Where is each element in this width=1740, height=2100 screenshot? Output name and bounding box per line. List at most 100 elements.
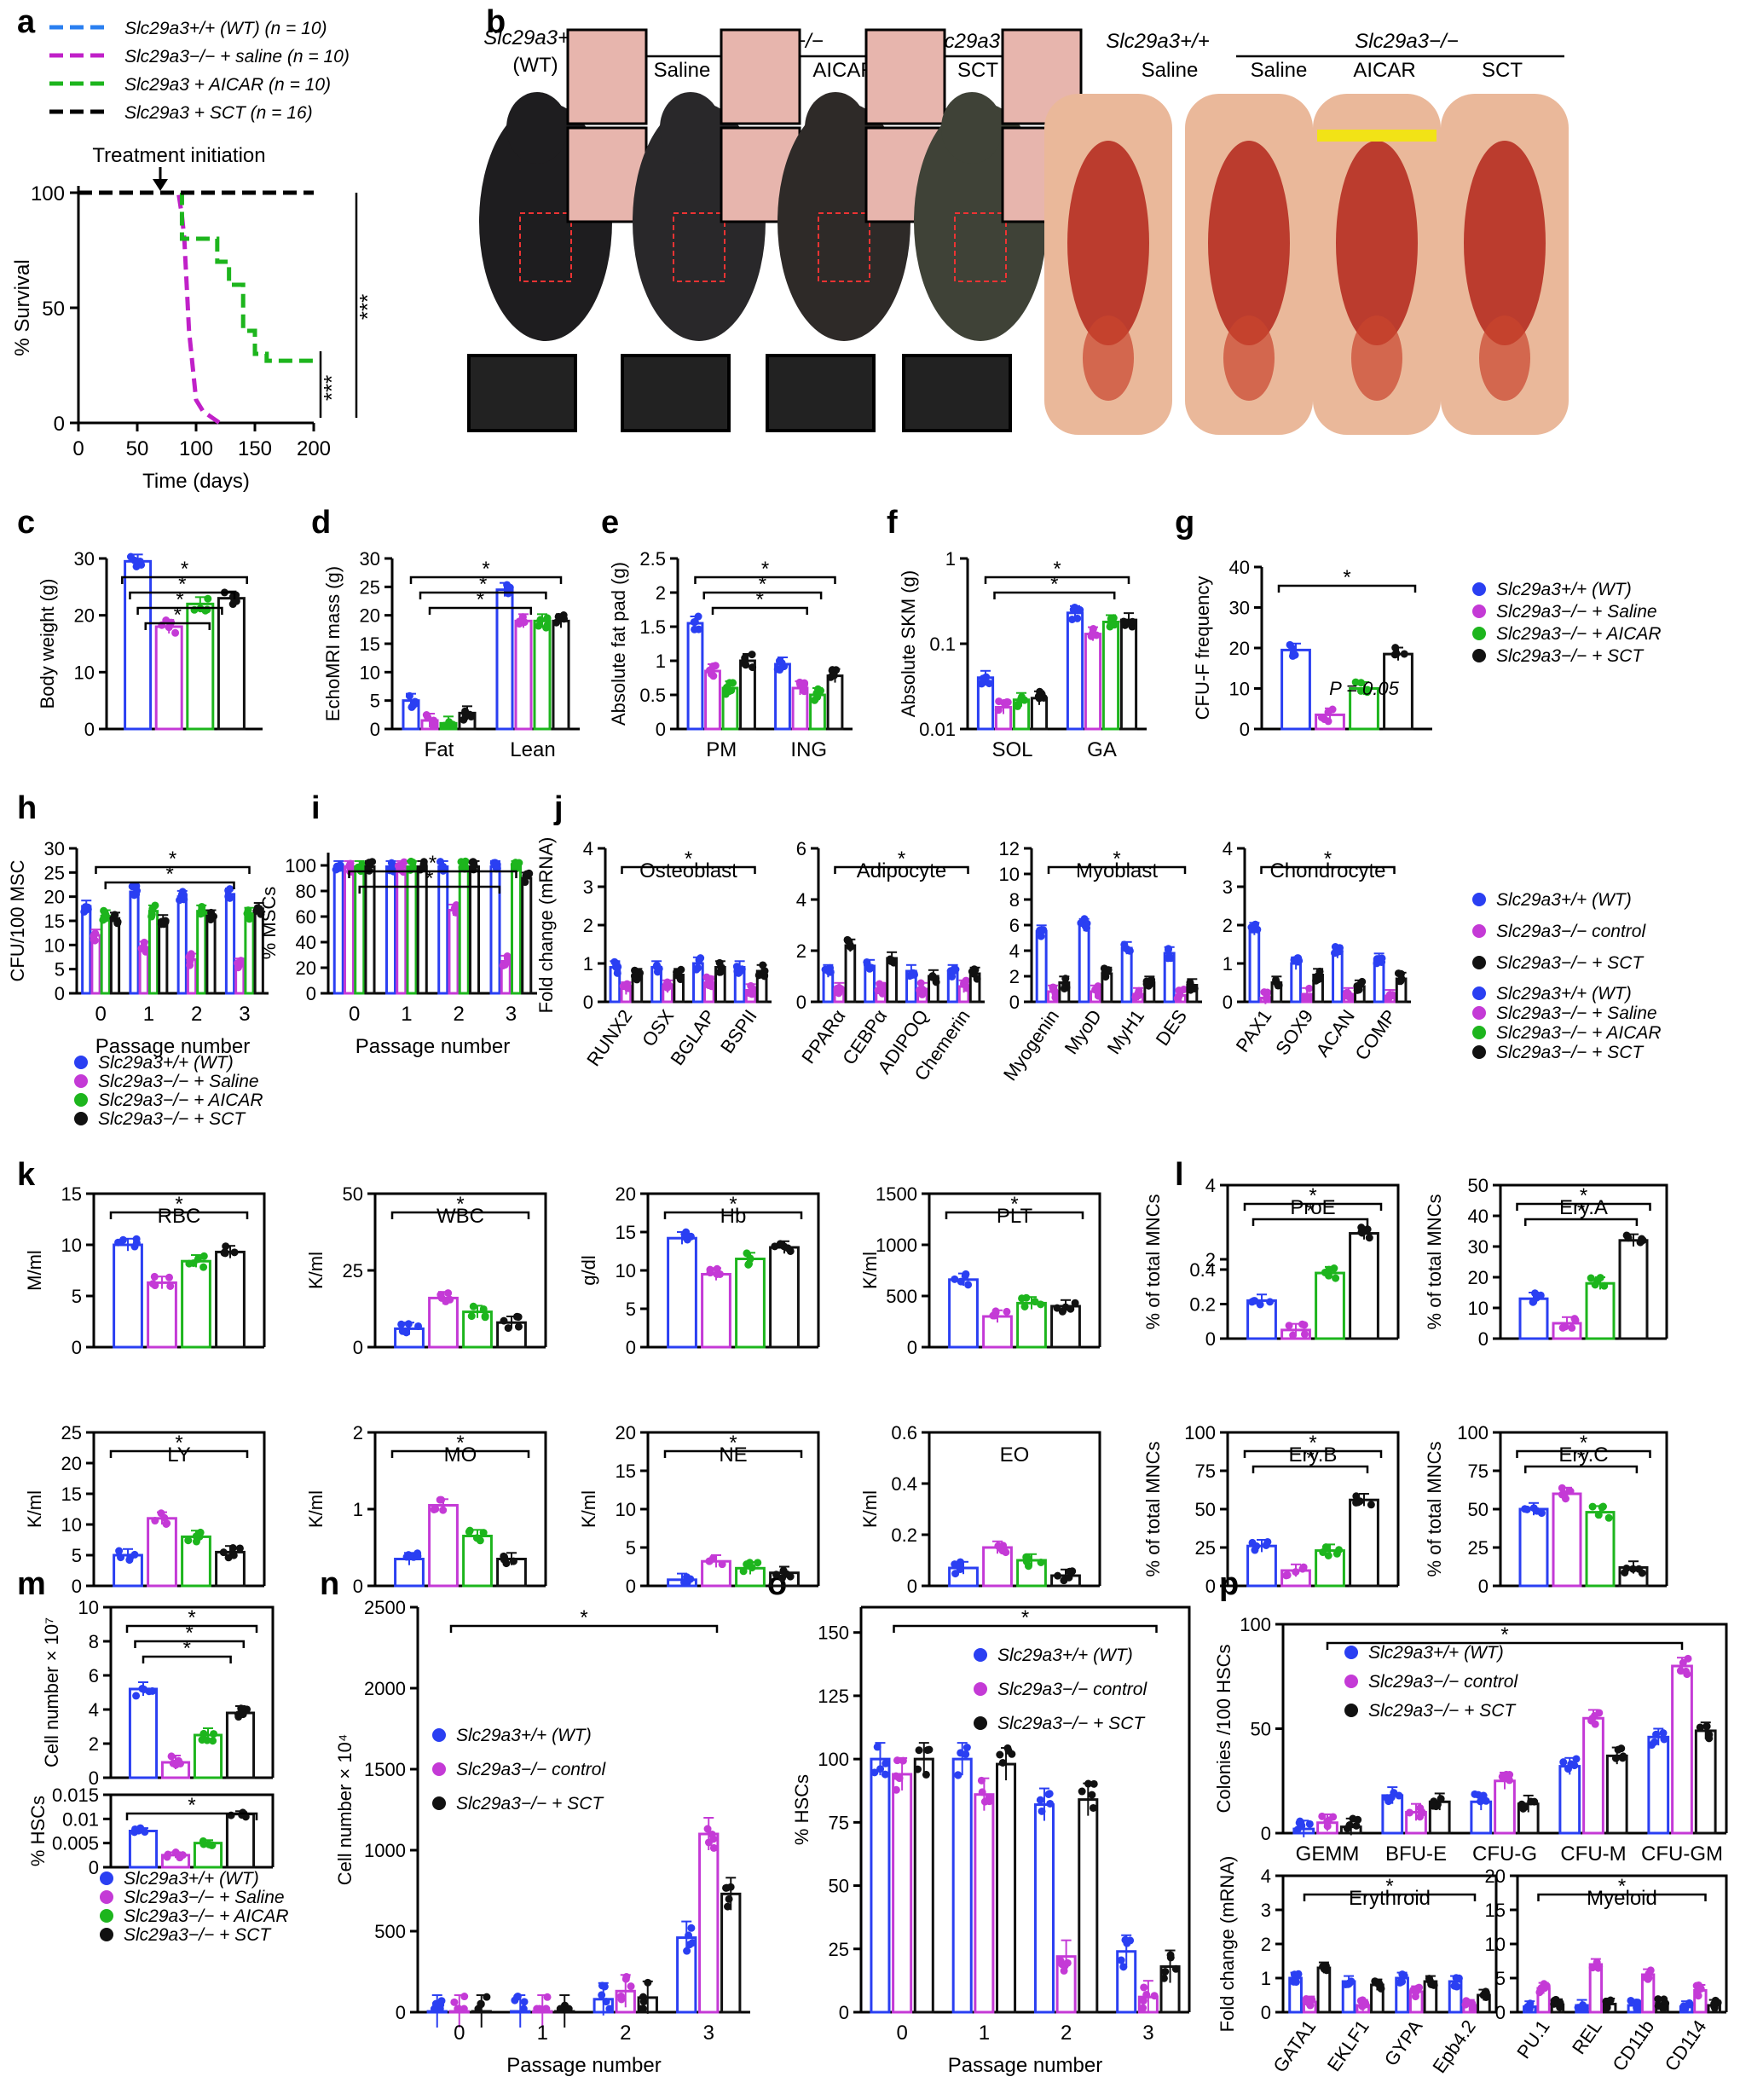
x-tick-label: Fat <box>425 738 454 761</box>
data-point <box>703 1825 712 1833</box>
data-point <box>949 967 957 975</box>
data-point <box>1574 2004 1582 2012</box>
y-tick-label: 4 <box>89 1699 99 1721</box>
legend-swatch <box>100 1909 113 1923</box>
sig-bracket <box>129 591 236 599</box>
sig-bracket <box>1047 865 1187 874</box>
data-point <box>870 1768 879 1777</box>
axes-box <box>929 1192 1101 1347</box>
y-tick-label: 25 <box>1195 1537 1216 1559</box>
data-point <box>1061 984 1069 992</box>
y-axis-label: Fold change (mRNA) <box>535 837 557 1014</box>
data-point <box>1638 1569 1646 1577</box>
y-tick-label: 0 <box>907 1576 917 1597</box>
data-point <box>1037 1558 1045 1566</box>
legend-text: Slc29a3+/+ (WT) <box>456 1726 592 1745</box>
bar <box>244 912 255 995</box>
panel-a-survival: 0 50 100 150 200 0 50 100 Time (days) % Survival T… <box>11 19 380 493</box>
bar <box>1694 1729 1717 1835</box>
chart-title: Myeloid <box>1587 1887 1657 1910</box>
data-point <box>199 1252 208 1260</box>
data-point <box>739 1567 748 1576</box>
y-tick-label: 100 <box>818 1749 849 1770</box>
data-point <box>1035 694 1043 703</box>
data-point <box>510 860 518 869</box>
bar <box>215 1250 246 1349</box>
data-point <box>1324 1552 1332 1560</box>
legend-text: Slc29a3+/+ (WT) <box>124 1869 259 1889</box>
data-point <box>454 2005 463 2013</box>
axes-box <box>375 1192 547 1347</box>
sig-star: * <box>1343 566 1350 589</box>
data-point <box>918 990 927 998</box>
data-point <box>749 663 757 672</box>
y-tick-label: 75 <box>1468 1461 1489 1482</box>
data-point <box>721 690 730 698</box>
data-point <box>1256 1300 1264 1309</box>
y-axis-label: % MSCs <box>258 887 280 960</box>
survival-line-1 <box>78 190 222 425</box>
bar <box>667 1236 697 1349</box>
sig-star: * <box>898 848 905 871</box>
data-point <box>631 966 639 975</box>
data-point <box>1603 2004 1611 2012</box>
data-point <box>224 1553 233 1562</box>
bar <box>1552 1492 1582 1588</box>
data-point <box>916 979 925 987</box>
data-point <box>556 2005 564 2013</box>
data-point <box>1323 1818 1332 1826</box>
data-point <box>167 1752 176 1761</box>
sig-star: * <box>425 867 433 890</box>
bar <box>196 910 207 995</box>
data-point <box>964 1281 973 1289</box>
inset-photo <box>566 126 648 223</box>
data-point <box>209 1737 217 1745</box>
data-point <box>1694 1992 1702 2000</box>
legends: Slc29a3+/+ (WT)Slc29a3−/− + SalineSlc29a… <box>74 580 1662 1945</box>
sig-star: * <box>456 1193 464 1216</box>
body-cavity <box>1083 315 1134 401</box>
sig-bracket <box>711 606 808 615</box>
sig-star: * <box>482 558 489 581</box>
sig-star: * <box>1050 573 1058 596</box>
sig-star: * <box>188 1606 195 1629</box>
legend-text: Slc29a3−/− + AICAR <box>1496 1023 1662 1043</box>
legend-swatch <box>1472 605 1486 618</box>
panel-label-k: k <box>17 1157 36 1193</box>
y-tick-label: 0 <box>396 2002 406 2023</box>
data-point <box>444 1289 453 1298</box>
data-point <box>221 1249 229 1258</box>
bar <box>974 1793 995 2014</box>
y-tick-label: 8 <box>1009 889 1020 911</box>
legend-text: Slc29a3−/− + SCT <box>1496 1043 1645 1062</box>
data-point <box>1036 1796 1044 1804</box>
data-point <box>695 955 703 963</box>
data-point <box>778 659 786 668</box>
y-tick-label: 0 <box>1205 1576 1216 1597</box>
data-point <box>1660 1735 1668 1744</box>
data-point <box>1071 603 1079 611</box>
data-point <box>1251 1546 1259 1554</box>
data-point <box>1298 1565 1307 1573</box>
header-aicar: AICAR <box>1353 59 1415 82</box>
bar <box>720 1892 742 2014</box>
y-tick-label: 50 <box>42 298 65 321</box>
data-point <box>737 965 746 974</box>
x-tick-label: GEMM <box>1296 1843 1360 1866</box>
data-point <box>1697 1984 1705 1993</box>
y-tick-label: 10 <box>44 934 65 956</box>
axes-box <box>648 1431 820 1586</box>
sig-bracket <box>945 1211 1084 1219</box>
y-tick-label: 0 <box>306 983 316 1004</box>
data-point <box>1559 1758 1568 1767</box>
sig-bracket <box>663 1449 803 1458</box>
data-point <box>1345 1821 1354 1830</box>
data-point <box>1430 1981 1438 1989</box>
legend-text: Slc29a3−/− + SCT <box>997 1714 1146 1733</box>
sig-star: * <box>685 848 692 871</box>
p-value-annotation: P = 0.05 <box>1329 678 1400 699</box>
x-axis-label: Passage number <box>95 1035 250 1058</box>
bar <box>147 1517 177 1588</box>
